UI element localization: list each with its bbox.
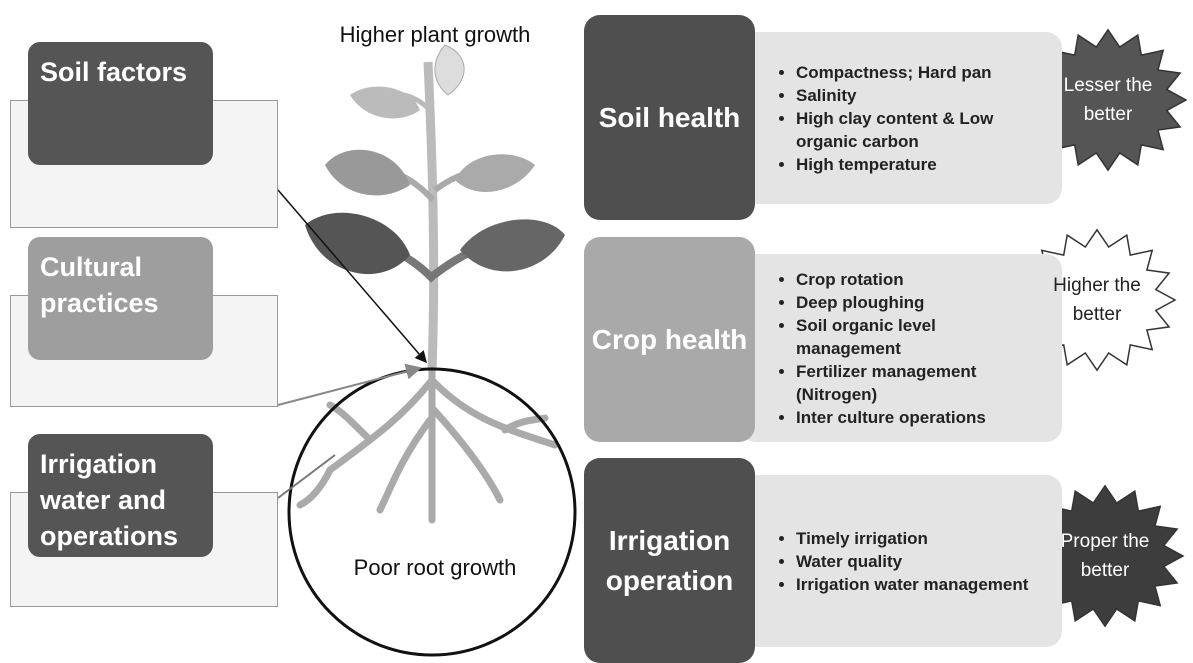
- panel-title: Soil health: [584, 15, 755, 220]
- bullet: Timely irrigation: [796, 527, 1028, 550]
- bullet-list: Crop rotationDeep ploughingSoil organic …: [772, 268, 1034, 429]
- top-label: Higher plant growth: [339, 22, 531, 47]
- factor-box: Cultural practices: [28, 237, 213, 360]
- arrow: [277, 189, 427, 364]
- bullet: Water quality: [796, 550, 1028, 573]
- badge-text: Lesser the better: [1063, 75, 1153, 125]
- bottom-label: Poor root growth: [353, 555, 517, 580]
- factor-box: Soil factors: [28, 42, 213, 165]
- bullet-area: Timely irrigationWater qualityIrrigation…: [772, 475, 1034, 647]
- bullet-area: Compactness; Hard panSalinityHigh clay c…: [772, 32, 1034, 204]
- bullet-list: Compactness; Hard panSalinityHigh clay c…: [772, 61, 1034, 176]
- bullet-list: Timely irrigationWater qualityIrrigation…: [772, 527, 1028, 596]
- panel: [740, 32, 1062, 204]
- bullet: Irrigation water management: [796, 573, 1028, 596]
- bullet: Crop rotation: [796, 268, 1034, 291]
- arrow: [277, 363, 422, 406]
- bullet: Salinity: [796, 84, 1034, 107]
- bullet: Deep ploughing: [796, 291, 1034, 314]
- badge-text: Proper the better: [1060, 531, 1150, 581]
- plant: [287, 44, 577, 657]
- bullet-area: Crop rotationDeep ploughingSoil organic …: [772, 254, 1034, 442]
- panel-title: Irrigation operation: [584, 458, 755, 663]
- factor-box: Irrigation water and operations: [28, 434, 213, 557]
- bullet: Soil organic level management: [796, 314, 1034, 360]
- bullet: High temperature: [796, 153, 1034, 176]
- panel: [740, 475, 1062, 647]
- bullet: Fertilizer management (Nitrogen): [796, 360, 1034, 406]
- badge-text: Higher the better: [1053, 275, 1141, 325]
- panel: [740, 254, 1062, 442]
- bullet: Inter culture operations: [796, 406, 1034, 429]
- arrow: [277, 454, 336, 499]
- bullet: Compactness; Hard pan: [796, 61, 1034, 84]
- panel-title: Crop health: [584, 237, 755, 442]
- bullet: High clay content & Low organic carbon: [796, 107, 1034, 153]
